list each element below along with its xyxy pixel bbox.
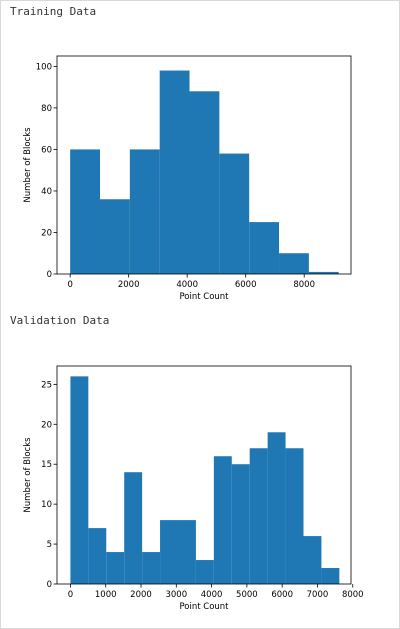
x-axis-label: Point Count: [179, 602, 229, 612]
histogram-bar: [249, 448, 268, 584]
histogram-bar: [70, 376, 89, 584]
y-axis-label: Number of Blocks: [23, 127, 33, 203]
histogram-bar: [279, 253, 309, 274]
y-tick-label: 80: [41, 104, 52, 114]
x-tick-label: 2000: [130, 590, 152, 600]
y-tick-label: 20: [41, 420, 52, 430]
histogram-bar: [159, 70, 190, 275]
y-tick-label: 100: [36, 62, 52, 72]
y-tick-label: 0: [47, 580, 52, 590]
plot-frame: [56, 365, 352, 585]
x-tick-label: 8000: [293, 280, 315, 290]
x-tick-label: 0: [68, 590, 73, 600]
histogram-bar: [160, 520, 178, 584]
plot-frame: [56, 55, 352, 275]
histogram-bar: [285, 448, 304, 584]
validation-data-heading: Validation Data: [10, 314, 110, 327]
histogram-bar: [70, 149, 101, 274]
x-tick-label: 5000: [236, 590, 258, 600]
histogram-bar: [106, 552, 125, 584]
y-tick-label: 20: [41, 228, 52, 238]
y-tick-label: 10: [41, 500, 52, 510]
y-tick-label: 40: [41, 187, 52, 197]
x-tick-label: 4000: [176, 280, 198, 290]
y-axis-label: Number of Blocks: [23, 437, 33, 513]
histogram-bar: [231, 464, 250, 584]
x-tick-label: 6000: [271, 590, 293, 600]
training-histogram: 0 2000 4000 6000 8000 0 20 40 60 80 100 Point Count…: [23, 55, 352, 302]
histogram-bar: [129, 149, 160, 274]
y-tick-label: 15: [41, 460, 52, 470]
histogram-bar: [195, 560, 214, 584]
histogram-bar: [88, 528, 107, 584]
histogram-bar: [213, 456, 232, 584]
x-tick-label: 8000: [342, 590, 364, 600]
histogram-bar: [142, 552, 161, 584]
histogram-bar: [303, 536, 322, 584]
y-tick-label: 5: [47, 540, 52, 550]
histogram-bar: [219, 153, 250, 274]
x-tick-label: 4000: [201, 590, 223, 600]
histogram-bar: [249, 222, 280, 274]
histogram-bar: [100, 199, 130, 274]
histogram-bar: [189, 91, 220, 274]
histogram-bar: [308, 271, 339, 274]
training-data-heading: Training Data: [10, 5, 97, 18]
x-tick-label: 7000: [307, 590, 329, 600]
histogram-bar: [177, 520, 196, 584]
validation-histogram: 0 1000 2000 3000 4000 5000 6000 7000 8000 0 5 10 15 2…: [23, 365, 364, 612]
x-tick-label: 6000: [235, 280, 257, 290]
x-axis-label: Point Count: [179, 292, 229, 302]
x-tick-label: 3000: [165, 590, 187, 600]
histogram-bar: [321, 568, 340, 584]
histogram-bar: [267, 432, 286, 584]
y-tick-label: 60: [41, 145, 52, 155]
x-tick-label: 0: [67, 280, 72, 290]
histogram-bar: [124, 472, 143, 584]
y-tick-label: 25: [41, 380, 52, 390]
x-tick-label: 1000: [95, 590, 117, 600]
y-tick-label: 0: [47, 270, 52, 280]
x-tick-label: 2000: [118, 280, 140, 290]
